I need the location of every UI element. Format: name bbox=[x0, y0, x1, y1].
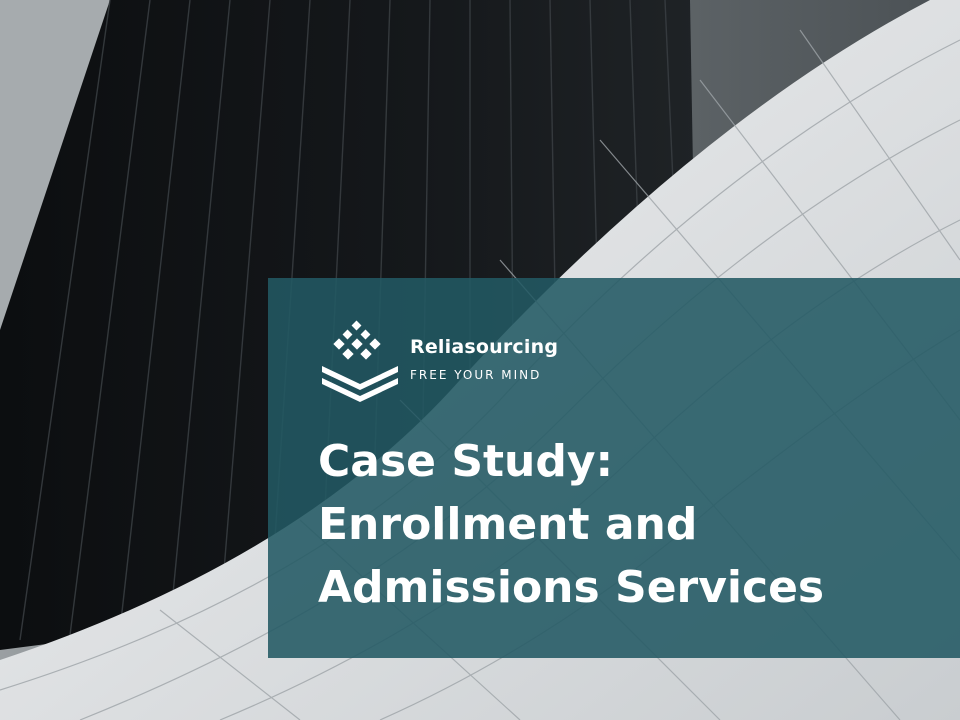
brand-tagline: FREE YOUR MIND bbox=[410, 368, 542, 382]
title-line-1: Case Study: bbox=[318, 436, 614, 487]
title-line-2: Enrollment and bbox=[318, 499, 698, 550]
brand-name: Reliasourcing bbox=[410, 336, 559, 358]
title-line-3: Admissions Services bbox=[318, 562, 825, 613]
stacked-layers-logo-icon bbox=[322, 320, 398, 402]
page-title: Case Study: Enrollment and Admissions Se… bbox=[318, 430, 938, 619]
title-panel bbox=[268, 278, 960, 658]
